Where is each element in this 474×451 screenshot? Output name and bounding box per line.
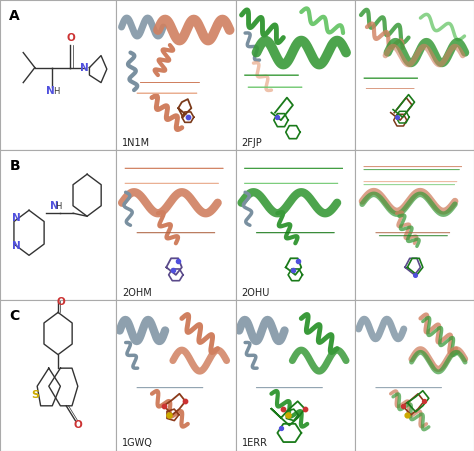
Point [170,267,177,274]
Text: N: N [80,63,89,73]
Text: N: N [12,213,21,223]
Point [174,258,182,265]
Text: 1ERR: 1ERR [242,438,267,448]
Point [165,411,173,419]
Point [160,402,168,410]
Point [184,114,191,121]
Text: H: H [53,87,60,96]
Text: O: O [66,32,75,42]
Text: N: N [46,86,55,96]
Point [393,114,401,121]
Point [280,405,287,412]
Point [289,267,297,274]
Text: 2FJP: 2FJP [242,138,262,147]
Point [284,411,292,419]
Point [301,405,309,412]
Text: S: S [31,390,39,400]
Point [420,398,428,405]
Point [273,114,281,121]
Point [410,271,418,278]
Text: O: O [57,297,66,307]
Text: 2OHM: 2OHM [122,288,152,298]
Point [399,402,406,410]
Point [403,411,411,419]
Text: N: N [12,241,21,251]
Text: 1N1M: 1N1M [122,138,150,147]
Text: 2OHU: 2OHU [242,288,270,298]
Text: C: C [9,309,19,323]
Point [294,258,301,265]
Text: B: B [9,159,20,173]
Text: A: A [9,9,20,23]
Text: O: O [73,420,82,430]
Text: N: N [50,201,59,211]
Point [182,398,189,405]
Text: 1GWQ: 1GWQ [122,438,153,448]
Text: H: H [55,202,62,211]
Point [277,425,285,432]
